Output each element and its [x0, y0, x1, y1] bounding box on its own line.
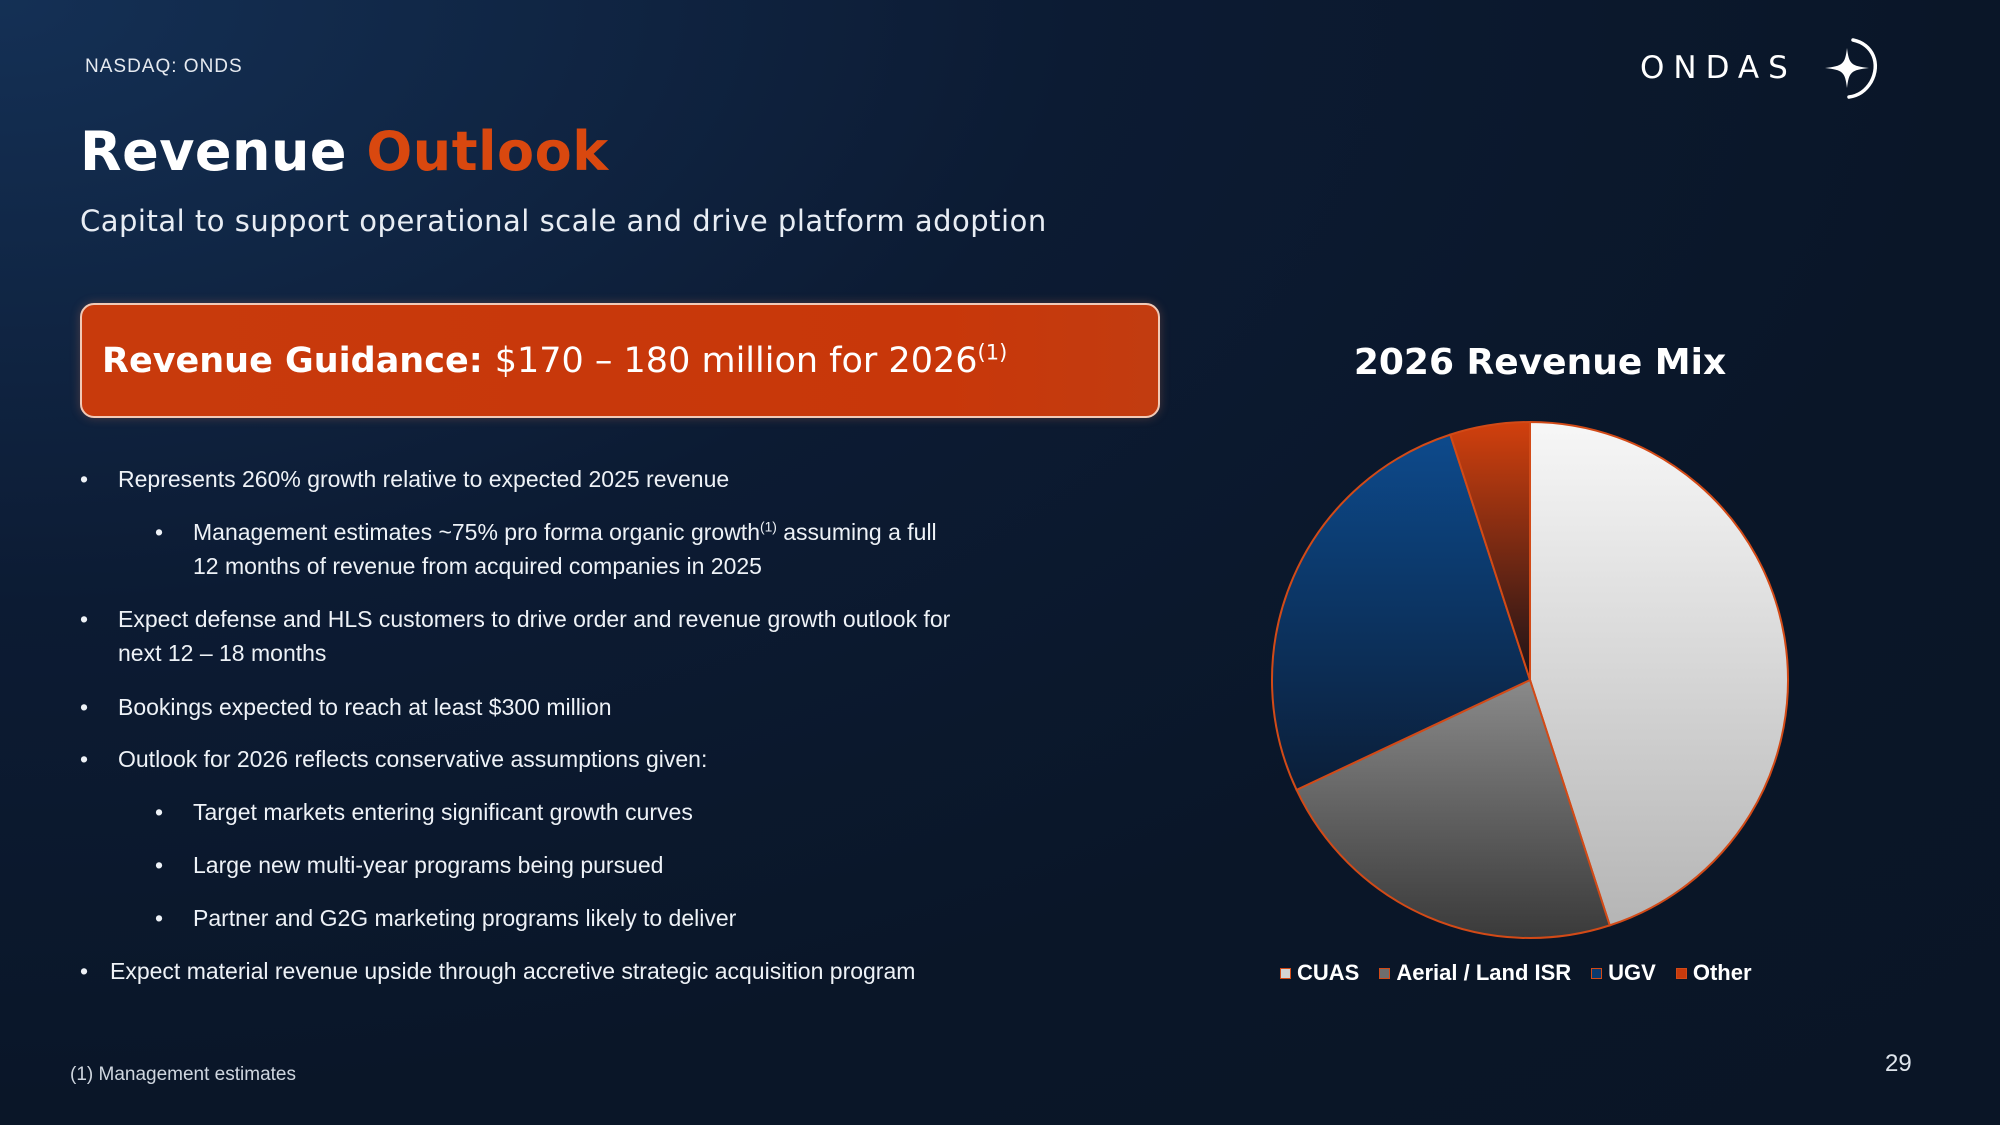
legend-label: Other: [1692, 960, 1752, 985]
pie-slice-ugv: [1271, 433, 1532, 792]
legend-swatch: [1280, 967, 1291, 979]
bullet-text: Partner and G2G marketing programs likel…: [193, 905, 737, 931]
bullet-footnote-ref: (1): [759, 519, 777, 535]
logo-wordmark: ONDAS: [1640, 50, 1797, 86]
bullet-text: Outlook for 2026 reflects conservative a…: [118, 746, 708, 772]
pie-slice-cuas: [1529, 420, 1789, 927]
bullet-dot-icon: •: [155, 905, 164, 931]
sparkle-star-icon: [1824, 38, 1877, 99]
company-logo: ONDAS: [1640, 36, 1883, 100]
legend-item: UGV: [1591, 960, 1656, 986]
bullet-item: • Target markets entering significant gr…: [80, 795, 1040, 829]
legend-item: CUAS: [1280, 960, 1359, 986]
guidance-value-text: $170 – 180 million for 2026: [494, 340, 978, 381]
page-subtitle: Capital to support operational scale and…: [80, 204, 1047, 238]
pie-slice-other: [1449, 420, 1531, 681]
title-main: Revenue: [80, 120, 348, 183]
bullet-text-part: assuming a full 12 months of revenue fro…: [193, 519, 937, 579]
chart-title: 2026 Revenue Mix: [1353, 342, 1727, 383]
page-title: Revenue Outlook: [80, 120, 609, 183]
guidance-footnote-ref: (1): [977, 339, 1008, 364]
legend-item: Aerial / Land ISR: [1379, 960, 1571, 986]
bullet-item: • Partner and G2G marketing programs lik…: [80, 901, 1040, 935]
revenue-guidance-banner: Revenue Guidance: $170 – 180 million for…: [80, 303, 1160, 418]
bullet-dot-icon: •: [80, 694, 89, 720]
bullet-item: • Represents 260% growth relative to exp…: [80, 462, 1040, 496]
bullet-item: • Bookings expected to reach at least $3…: [80, 690, 1040, 724]
title-accent: Outlook: [366, 120, 609, 183]
bullet-dot-icon: •: [155, 799, 164, 825]
bullet-dot-icon: •: [80, 466, 89, 492]
legend-swatch: [1675, 967, 1687, 979]
guidance-value: $170 – 180 million for 2026(1): [495, 341, 1008, 381]
pie-slice-aerial-land-isr: [1295, 678, 1611, 939]
legend-label: UGV: [1608, 960, 1656, 985]
guidance-label: Revenue Guidance:: [102, 340, 483, 381]
bullet-text: Bookings expected to reach at least $300…: [118, 694, 612, 720]
bullet-text: Expect material revenue upside through a…: [110, 958, 916, 984]
bullet-text: Large new multi-year programs being purs…: [193, 852, 664, 878]
legend-label: Aerial / Land ISR: [1396, 960, 1572, 985]
bullet-text: Represents 260% growth relative to expec…: [118, 466, 730, 492]
bullet-text-part: Management estimates ~75% pro forma orga…: [193, 519, 760, 545]
bullet-item: • Expect defense and HLS customers to dr…: [80, 602, 1040, 670]
bullet-item: • Outlook for 2026 reflects conservative…: [80, 742, 1040, 776]
bullet-text: Management estimates ~75% pro forma orga…: [193, 515, 943, 583]
footnote: (1) Management estimates: [70, 1064, 296, 1085]
bullet-item: • Large new multi-year programs being pu…: [80, 848, 1040, 882]
bullet-dot-icon: •: [80, 958, 89, 984]
bullet-text: Expect defense and HLS customers to driv…: [118, 606, 951, 666]
legend-swatch: [1379, 967, 1391, 979]
bullet-dot-icon: •: [80, 606, 89, 632]
legend-label: CUAS: [1297, 960, 1360, 985]
bullet-item: • Management estimates ~75% pro forma or…: [80, 515, 1040, 583]
legend-swatch: [1591, 967, 1603, 979]
revenue-mix-pie-chart: [1271, 420, 1789, 939]
bullet-dot-icon: •: [80, 746, 89, 772]
bullet-text: Target markets entering significant grow…: [193, 799, 693, 825]
bullet-item: • Expect material revenue upside through…: [80, 954, 1040, 988]
legend-item: Other: [1675, 960, 1752, 986]
page-number: 29: [1885, 1050, 1912, 1077]
ticker-label: NASDAQ: ONDS: [85, 56, 243, 77]
bullet-dot-icon: •: [155, 852, 164, 878]
chart-legend: CUAS Aerial / Land ISR UGV Other: [1280, 960, 1772, 986]
bullet-dot-icon: •: [155, 519, 164, 545]
